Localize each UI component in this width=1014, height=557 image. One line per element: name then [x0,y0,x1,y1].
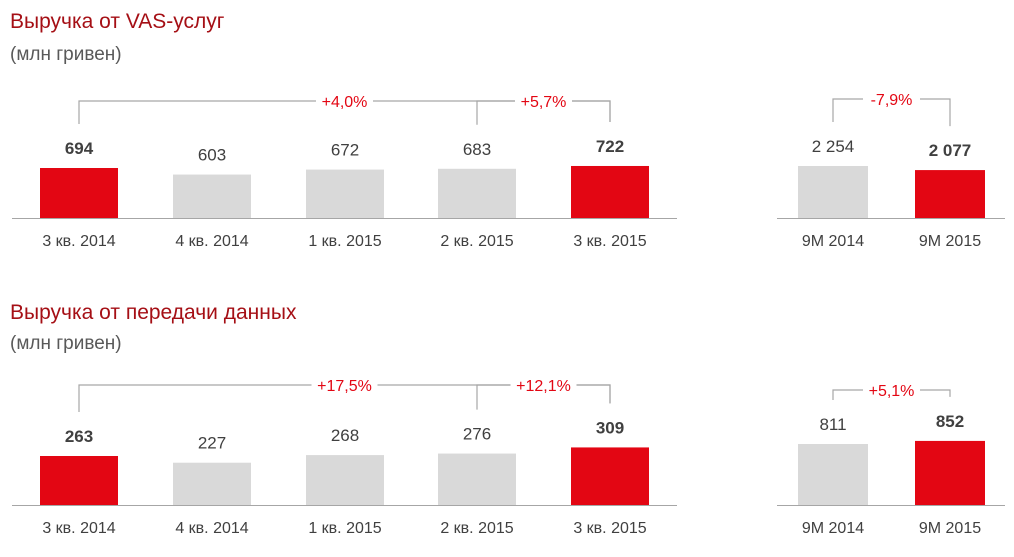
chart-1-quarterly-tick-label-1: 3 кв. 2014 [42,233,115,250]
chart-2-quarterly-change-bracket-1-label-bg [311,375,378,395]
chart-2-quarterly-tick-label-1: 3 кв. 2014 [42,520,115,537]
chart-1-title: Выручка от VAS-услуг [10,10,225,33]
chart-2-quarterly-value-label-4: 276 [463,425,491,444]
chart-1-quarterly-tick-label-3: 1 кв. 2015 [308,233,381,250]
chart-1-ytd-change-label-1: -7,9% [871,92,913,109]
chart-1-quarterly-value-label-4: 683 [463,140,491,159]
chart-1-quarterly-value-label-1: 694 [65,139,94,158]
chart-2-quarterly-value-label-5: 309 [596,418,624,437]
chart-2-title: Выручка от передачи данных [10,301,297,324]
chart-1-ytd-bar-2 [915,170,985,218]
chart-2-ytd-value-label-2: 852 [936,412,964,431]
chart-1-ytd-change-bracket-1-label-bg [863,89,920,109]
chart-2-ytd-value-label-1: 811 [819,415,846,434]
chart-2-ytd-change-label-1: +5,1% [869,383,915,400]
chart-2-quarterly-tick-label-5: 3 кв. 2015 [573,520,646,537]
chart-1-ytd-value-label-1: 2 254 [812,137,855,156]
chart-2-quarterly-value-label-3: 268 [331,426,359,445]
chart-1-quarterly-bar-4 [438,168,516,218]
chart-1-ytd-value-label-2: 2 077 [929,141,972,160]
chart-2-quarterly-tick-label-4: 2 кв. 2015 [440,520,513,537]
chart-1-ytd-tick-label-2: 9M 2015 [919,233,981,250]
chart-1-quarterly-change-label-2: +5,7% [521,94,567,111]
chart-2-quarterly-bar-5 [571,447,649,505]
chart-2-ytd-tick-label-1: 9M 2014 [802,520,864,537]
chart-2-ytd-bar-2 [915,440,985,505]
chart-1-quarterly-value-label-2: 603 [198,146,226,165]
chart-1-quarterly-change-label-1: +4,0% [322,94,368,111]
chart-2-quarterly-bar-1 [40,456,118,505]
chart-1-quarterly-value-label-5: 722 [596,137,624,156]
chart-2-quarterly-value-label-1: 263 [65,427,93,446]
chart-2-quarterly-bar-2 [173,462,251,505]
chart-1-ytd-tick-label-1: 9M 2014 [802,233,864,250]
chart-1-quarterly-tick-label-4: 2 кв. 2015 [440,233,513,250]
chart-2-quarterly-bar-4 [438,453,516,505]
chart-1-quarterly-bar-2 [173,174,251,218]
chart-2-quarterly-change-bracket-2-label-bg [510,375,577,395]
chart-1-quarterly-change-bracket-2-label-bg [515,91,572,111]
chart-2-quarterly-tick-label-3: 1 кв. 2015 [308,520,381,537]
chart-2-ytd-bar-1 [798,444,868,505]
chart-1-quarterly-bar-1 [40,168,118,218]
chart-2-ytd-change-bracket-1-label-bg [863,380,920,400]
chart-1-quarterly-bar-3 [306,169,384,218]
chart-2-ytd-tick-label-2: 9M 2015 [919,520,981,537]
chart-1-quarterly-tick-label-2: 4 кв. 2014 [175,233,248,250]
chart-1-quarterly-change-bracket-1-label-bg [316,91,373,111]
chart-1-quarterly-value-label-3: 672 [331,141,359,160]
chart-1-quarterly-bar-5 [571,165,649,218]
chart-1-subtitle: (млн гривен) [10,44,122,65]
chart-1-ytd-bar-1 [798,166,868,218]
chart-2-quarterly-change-label-1: +17,5% [317,378,372,395]
chart-2-quarterly-tick-label-2: 4 кв. 2014 [175,520,248,537]
chart-2-quarterly-bar-3 [306,455,384,505]
chart-2-quarterly-value-label-2: 227 [198,434,226,453]
chart-1-quarterly-tick-label-5: 3 кв. 2015 [573,233,646,250]
chart-2-quarterly-change-label-2: +12,1% [516,378,571,395]
chart-2-subtitle: (млн гривен) [10,333,122,354]
